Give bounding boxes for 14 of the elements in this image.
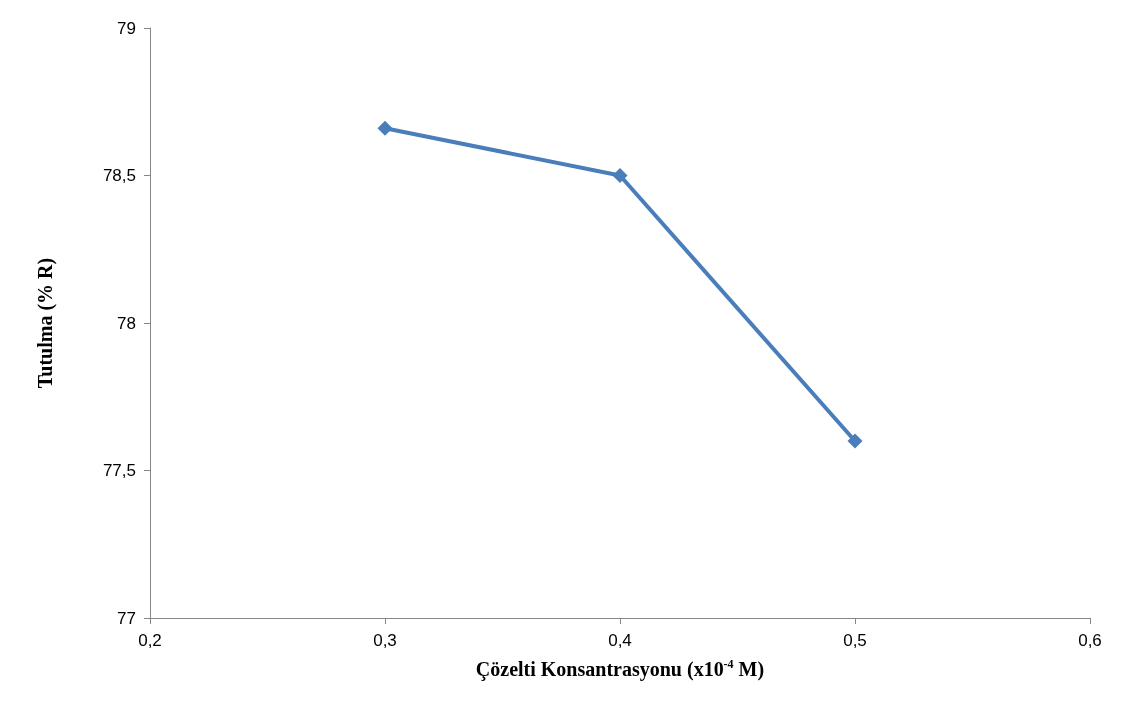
point bbox=[847, 433, 863, 449]
x-tick-label: 0,4 bbox=[608, 631, 632, 650]
y-axis-title: Tutulma (% R) bbox=[34, 257, 57, 389]
y-tick-label: 78,5 bbox=[102, 166, 136, 185]
y-tick-label: 79 bbox=[117, 18, 136, 38]
x-tick-label: 0,6 bbox=[1078, 631, 1102, 650]
x-tick-label: 0,2 bbox=[138, 631, 162, 650]
x-tick-label: 0,5 bbox=[843, 631, 867, 650]
y-tick-label: 77 bbox=[117, 608, 136, 628]
y-tick-label: 78 bbox=[117, 313, 136, 333]
y-tick-label: 77,5 bbox=[102, 461, 136, 480]
point bbox=[377, 120, 393, 136]
point bbox=[612, 168, 628, 183]
x-tick-label: 0,3 bbox=[373, 631, 397, 650]
